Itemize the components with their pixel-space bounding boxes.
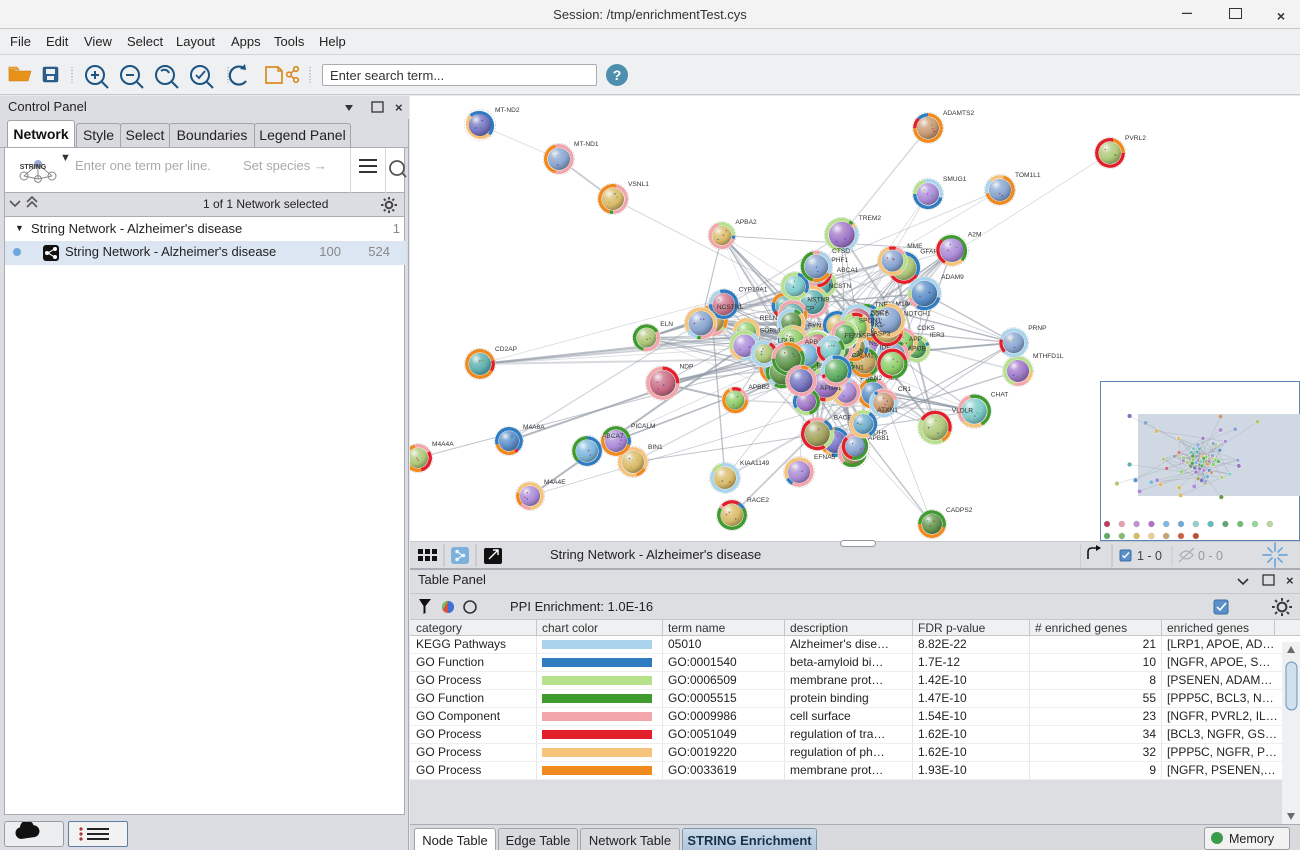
svg-text:ADAM9: ADAM9	[941, 274, 964, 281]
svg-text:FYN: FYN	[808, 322, 821, 329]
svg-text:NDP: NDP	[680, 363, 695, 370]
svg-text:SPON1: SPON1	[859, 318, 882, 325]
svg-text:VLDLR: VLDLR	[952, 408, 973, 415]
svg-text:1 - 0: 1 - 0	[1137, 549, 1162, 563]
svg-text:ABCA1: ABCA1	[837, 267, 859, 274]
svg-text:IER3: IER3	[930, 332, 945, 339]
svg-text:PRNP: PRNP	[1028, 325, 1047, 332]
svg-text:×: ×	[1286, 573, 1294, 588]
svg-text:CDK5: CDK5	[917, 325, 935, 332]
svg-text:ADAMTS2: ADAMTS2	[943, 110, 974, 117]
svg-text:TOM1L1: TOM1L1	[1015, 172, 1041, 179]
svg-text:CTSD: CTSD	[832, 248, 850, 255]
svg-text:CP: CP	[805, 306, 815, 313]
svg-text:ELN: ELN	[660, 321, 673, 328]
svg-text:CYP19A1: CYP19A1	[739, 286, 768, 293]
svg-text:×: ×	[395, 100, 403, 115]
svg-text:KIAA1149: KIAA1149	[740, 460, 770, 467]
svg-text:TREM2: TREM2	[859, 215, 882, 222]
svg-text:PVRL2: PVRL2	[1125, 135, 1146, 142]
svg-text:CD2AP: CD2AP	[495, 346, 518, 353]
svg-text:SNCA: SNCA	[871, 310, 890, 317]
svg-text:SORL1: SORL1	[760, 328, 782, 335]
svg-text:ATXN1: ATXN1	[877, 407, 898, 414]
svg-text:PHF1: PHF1	[831, 257, 848, 264]
svg-text:RACE2: RACE2	[747, 497, 769, 504]
svg-text:TNF: TNF	[875, 301, 888, 308]
svg-text:APOB: APOB	[908, 345, 927, 352]
svg-text:EFNA5: EFNA5	[814, 454, 836, 461]
svg-text:MTHFD1L: MTHFD1L	[1033, 353, 1064, 360]
svg-text:PICALM: PICALM	[631, 423, 656, 430]
svg-text:Memory: Memory	[1229, 832, 1275, 846]
svg-text:SMUG1: SMUG1	[943, 176, 967, 183]
svg-text:CADPS2: CADPS2	[946, 507, 973, 514]
svg-text:NCSTNL: NCSTNL	[717, 304, 744, 311]
svg-text:NCSTN: NCSTN	[829, 283, 852, 290]
svg-text:FE65: FE65	[845, 333, 861, 340]
svg-text:APP: APP	[909, 336, 923, 343]
svg-text:M4A4A: M4A4A	[432, 441, 454, 448]
svg-text:M4A4E: M4A4E	[544, 479, 566, 486]
svg-text:BIN1: BIN1	[648, 444, 663, 451]
svg-text:M4A6A: M4A6A	[523, 424, 545, 431]
svg-text:NOTCH1: NOTCH1	[904, 311, 931, 318]
svg-text:APBB2: APBB2	[748, 384, 770, 391]
svg-text:0 - 0: 0 - 0	[1198, 549, 1223, 563]
svg-text:MT-ND1: MT-ND1	[574, 141, 599, 148]
svg-text:MME: MME	[907, 243, 923, 250]
svg-text:VSNL1: VSNL1	[628, 181, 649, 188]
svg-text:CHAT: CHAT	[991, 392, 1008, 399]
svg-text:NSTNB: NSTNB	[807, 297, 830, 304]
svg-text:CALM1: CALM1	[852, 352, 874, 359]
svg-text:APBA2: APBA2	[735, 219, 757, 226]
svg-text:CR1: CR1	[898, 386, 912, 393]
svg-text:RELN: RELN	[760, 315, 778, 322]
svg-text:A2M: A2M	[968, 231, 982, 238]
svg-text:?: ?	[613, 67, 622, 83]
svg-text:MT-ND2: MT-ND2	[495, 107, 520, 114]
svg-text:ABCA7: ABCA7	[602, 433, 624, 440]
